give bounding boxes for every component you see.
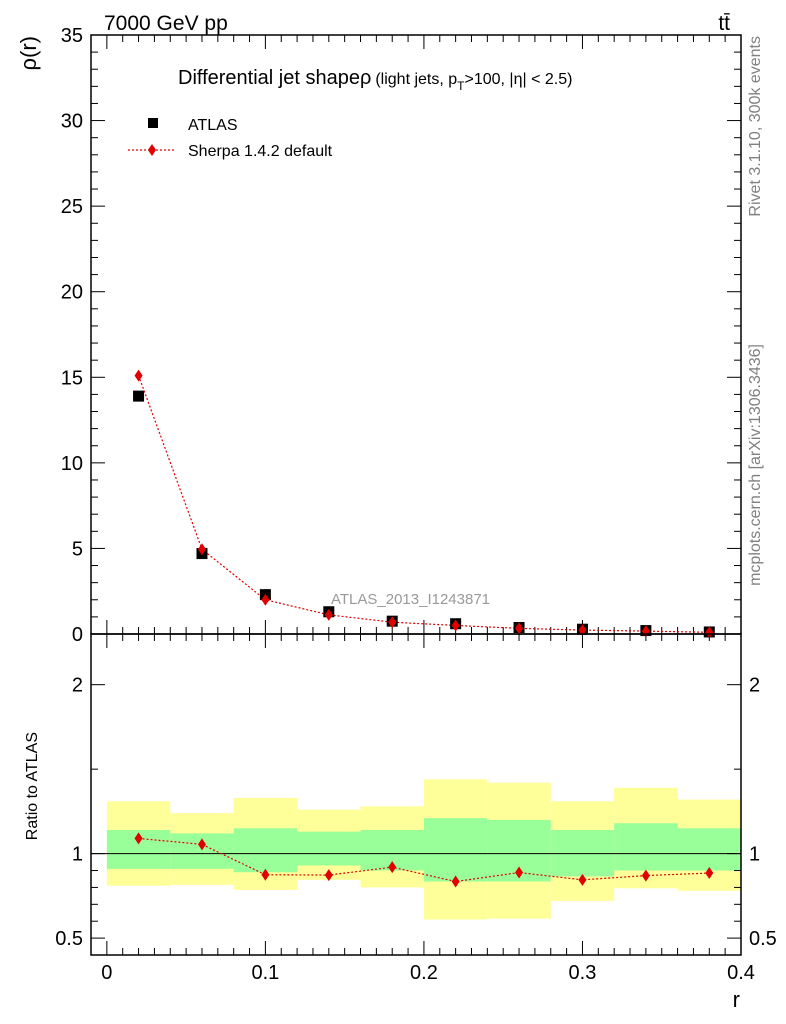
main-sherpa-point <box>197 543 206 556</box>
main-y-tick-label: 25 <box>61 196 83 218</box>
ratio-sherpa-point <box>388 861 397 874</box>
ratio-frame <box>90 633 742 956</box>
main-y-tick-label: 15 <box>61 367 83 389</box>
ratio-sherpa-point <box>451 875 460 888</box>
legend-label-atlas: ATLAS <box>188 117 238 134</box>
ratio-x-tick-label: 0.2 <box>410 962 438 984</box>
ratio-sherpa-point <box>261 868 270 881</box>
main-sherpa-point <box>134 369 143 382</box>
main-sherpa-point <box>451 619 460 632</box>
ratio-y-tick-label: 0.5 <box>55 928 83 950</box>
main-sherpa-line <box>137 375 710 633</box>
main-y-tick-label: 5 <box>72 538 83 560</box>
process-label: tt̄ <box>718 12 730 35</box>
ratio-sherpa-point <box>515 866 524 879</box>
ratio-stat-band <box>297 831 361 866</box>
energy-label: 7000 GeV pp <box>104 12 228 35</box>
chart-title: Differential jet shapeρ (light jets, pT>1… <box>178 67 572 93</box>
chart-title-main: Differential jet shapeρ <box>178 67 371 89</box>
ratio-stat-band <box>677 828 741 871</box>
ratio-sherpa-point <box>578 873 587 886</box>
ratio-x-tick-label: 0 <box>101 962 112 984</box>
rivet-label: Rivet 3.1.10, 300k events <box>747 36 764 217</box>
ratio-y-tick-label-right: 0.5 <box>749 928 777 950</box>
ratio-xlabel: r <box>733 987 740 1012</box>
ratio-y-tick-label: 2 <box>72 675 83 697</box>
ratio-stat-band <box>614 823 678 871</box>
main-panel: 0 5 10 15 20 25 30 35 <box>61 25 742 646</box>
legend-label-sherpa: Sherpa 1.4.2 default <box>188 143 333 160</box>
ratio-x-tick-label: 0.3 <box>569 962 597 984</box>
ratio-x-tick-label: 0.1 <box>251 962 279 984</box>
ratio-y-tick-label-right: 2 <box>749 675 760 697</box>
main-sherpa-point <box>388 616 397 629</box>
main-atlas-point <box>133 390 145 402</box>
ratio-x-tick-label: 0.4 <box>727 962 755 984</box>
ratio-y-tick-label-right: 1 <box>749 844 760 866</box>
chart-title-subscript: T <box>457 79 465 93</box>
main-y-tick-label: 0 <box>72 624 83 646</box>
ratio-stat-band <box>233 828 298 873</box>
ratio-sherpa-point <box>197 838 206 851</box>
ratio-y-tick-label: 1 <box>72 844 83 866</box>
ratio-ylabel: Ratio to ATLAS <box>24 732 41 840</box>
analysis-watermark: ATLAS_2013_I1243871 <box>331 591 490 608</box>
legend-marker-sherpa <box>148 144 156 156</box>
main-sherpa-point <box>705 626 714 639</box>
ratio-sherpa-line <box>138 837 710 883</box>
main-sherpa-point <box>261 593 270 606</box>
main-sherpa-point <box>515 622 524 635</box>
ratio-sherpa-point <box>641 869 650 882</box>
mcplots-label: mcplots.cern.ch [arXiv:1306.3436] <box>747 344 764 586</box>
ratio-panel: 0.5 0.5 1 1 2 2 0 0.1 0.2 0.3 0.4 <box>55 633 777 984</box>
chart-title-paren-open: (light jets, p <box>375 71 457 88</box>
legend-marker-atlas <box>148 118 158 128</box>
chart-title-paren-close: >100, |η| < 2.5) <box>465 71 573 88</box>
main-y-tick-label: 35 <box>61 25 83 47</box>
main-y-tick-label: 30 <box>61 111 83 133</box>
legend: ATLAS Sherpa 1.4.2 default <box>128 117 333 160</box>
main-ylabel: ρ(r) <box>16 36 41 71</box>
main-sherpa-point <box>324 608 333 621</box>
ratio-sherpa-point <box>705 867 714 880</box>
ratio-sherpa-point <box>134 832 143 845</box>
main-sherpa-point <box>578 624 587 637</box>
ratio-stat-band <box>423 818 488 882</box>
main-y-tick-label: 20 <box>61 282 83 304</box>
main-y-tick-label: 10 <box>61 453 83 475</box>
ratio-sherpa-point <box>324 869 333 882</box>
